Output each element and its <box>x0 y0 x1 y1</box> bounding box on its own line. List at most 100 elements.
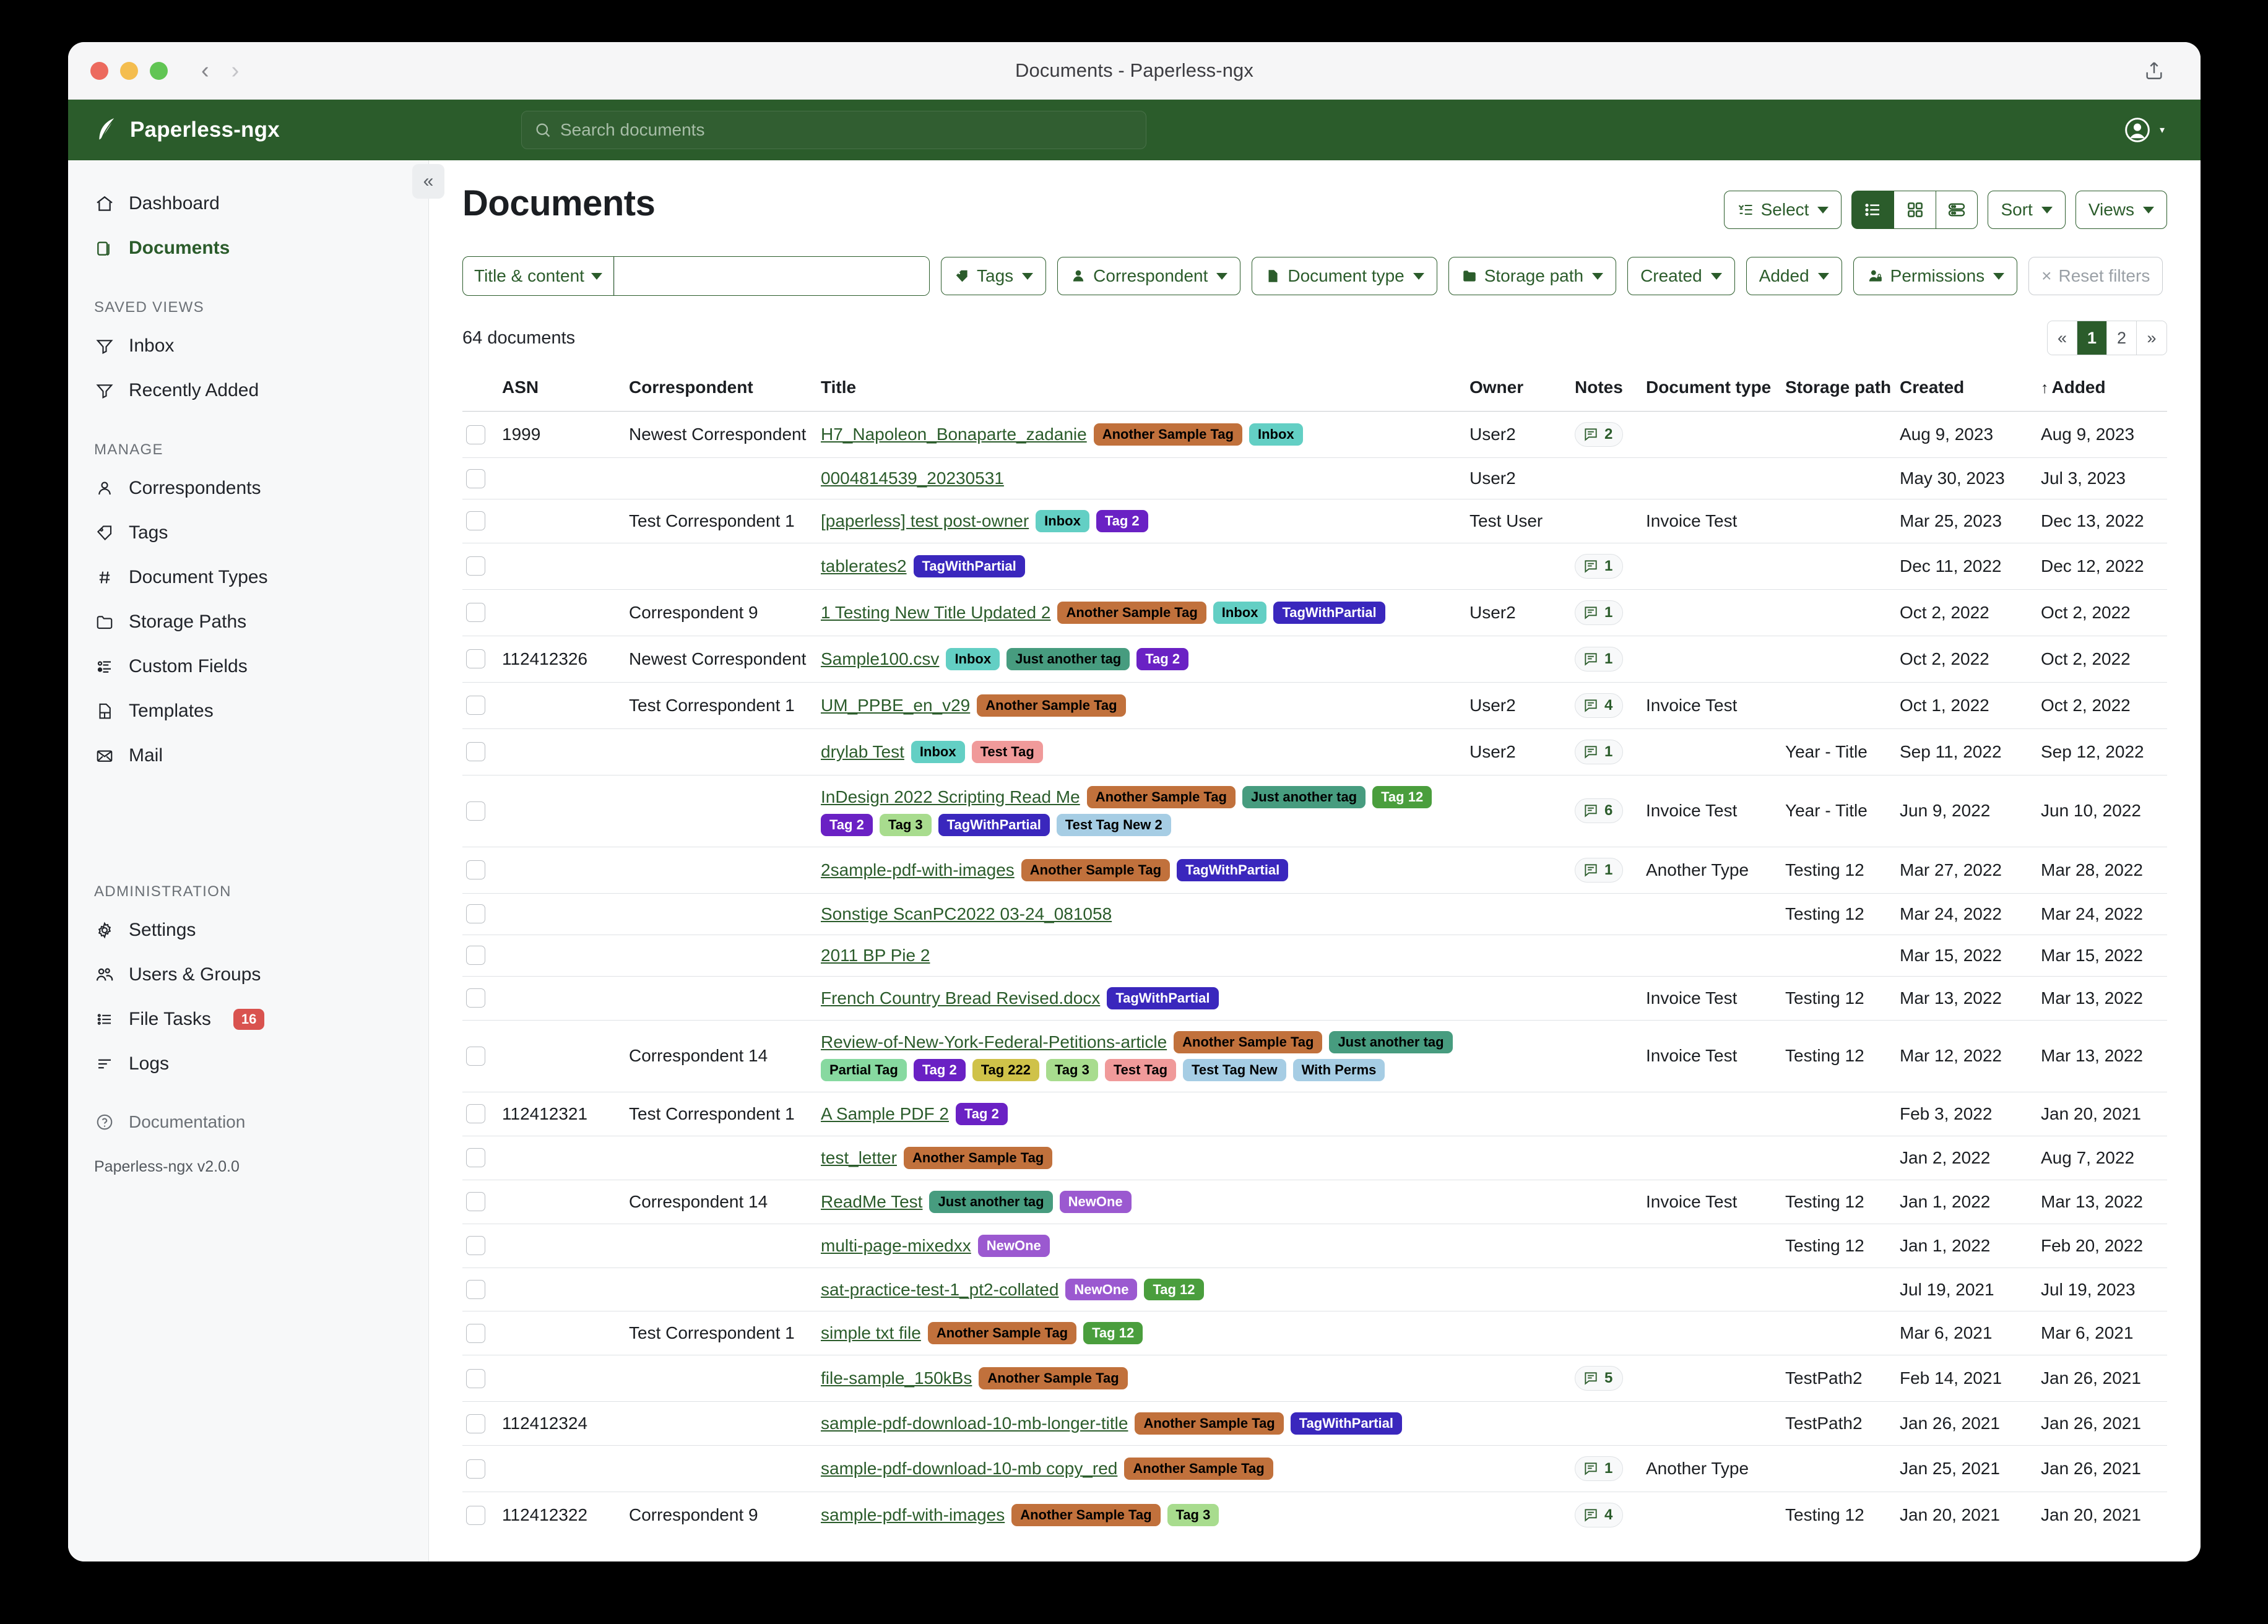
row-checkbox[interactable] <box>462 458 498 499</box>
document-title-link[interactable]: tablerates2 <box>821 556 907 576</box>
row-checkbox[interactable] <box>462 589 498 636</box>
sidebar-item-settings[interactable]: Settings <box>68 908 428 952</box>
document-tag[interactable]: Just another tag <box>1006 647 1130 670</box>
document-title-link[interactable]: Sample100.csv <box>821 649 940 668</box>
document-tag[interactable]: Just another tag <box>1329 1030 1453 1053</box>
document-title-link[interactable]: sample-pdf-download-10-mb copy_red <box>821 1459 1118 1479</box>
sidebar-item-storage-paths[interactable]: Storage Paths <box>68 600 428 644</box>
sidebar-item-inbox[interactable]: Inbox <box>68 324 428 368</box>
document-title-link[interactable]: UM_PPBE_en_v29 <box>821 695 971 715</box>
checkbox-icon[interactable] <box>466 1323 485 1343</box>
app-brand[interactable]: Paperless-ngx <box>95 116 417 144</box>
document-tag[interactable]: Just another tag <box>1242 785 1366 808</box>
global-search-input[interactable]: Search documents <box>521 111 1146 149</box>
document-tag[interactable]: Another Sample Tag <box>1057 601 1206 624</box>
sidebar-item-templates[interactable]: Templates <box>68 689 428 733</box>
table-row[interactable]: French Country Bread Revised.docx TagWith… <box>462 976 2167 1020</box>
document-tag[interactable]: TagWithPartial <box>1290 1412 1402 1435</box>
notes-badge[interactable]: 4 <box>1575 1503 1624 1528</box>
document-tag[interactable]: Tag 2 <box>821 813 873 836</box>
notes-badge[interactable]: 1 <box>1575 646 1624 672</box>
document-tag[interactable]: Partial Tag <box>821 1058 907 1081</box>
checkbox-icon[interactable] <box>466 1505 485 1525</box>
row-checkbox[interactable] <box>462 1224 498 1268</box>
table-row[interactable]: InDesign 2022 Scripting Read Me Another S… <box>462 775 2167 847</box>
table-row[interactable]: multi-page-mixedxx NewOne Testing 12 Jan 1,… <box>462 1224 2167 1268</box>
document-title-link[interactable]: InDesign 2022 Scripting Read Me <box>821 787 1080 806</box>
chevron-down-icon[interactable]: ▾ <box>2159 125 2165 136</box>
checkbox-icon[interactable] <box>466 742 485 762</box>
header-asn[interactable]: ASN <box>502 378 539 397</box>
sidebar-item-tags[interactable]: Tags <box>68 511 428 555</box>
sidebar-item-dashboard[interactable]: Dashboard <box>68 181 428 226</box>
row-checkbox[interactable] <box>462 976 498 1020</box>
document-title-link[interactable]: Review-of-New-York-Federal-Petitions-art… <box>821 1032 1167 1052</box>
table-row[interactable]: sample-pdf-download-10-mb copy_red Anothe… <box>462 1445 2167 1492</box>
document-title-link[interactable]: 2011 BP Pie 2 <box>821 945 930 965</box>
document-tag[interactable]: Just another tag <box>929 1190 1053 1213</box>
traffic-lights[interactable] <box>90 61 168 80</box>
notes-badge[interactable]: 1 <box>1575 553 1624 579</box>
document-title-link[interactable]: ReadMe Test <box>821 1191 923 1211</box>
document-tag[interactable]: Inbox <box>911 740 965 763</box>
document-tag[interactable]: Tag 12 <box>1083 1322 1143 1345</box>
table-row[interactable]: Correspondent 14 ReadMe Test Just another … <box>462 1180 2167 1224</box>
table-row[interactable]: Correspondent 9 1 Testing New Title Updat… <box>462 589 2167 636</box>
minimize-window-icon[interactable] <box>120 61 138 80</box>
document-title-link[interactable]: sample-pdf-download-10-mb-longer-title <box>821 1414 1128 1433</box>
document-tag[interactable]: Another Sample Tag <box>1086 785 1236 808</box>
header-added[interactable]: ↑ Added <box>2041 378 2106 397</box>
back-icon[interactable]: ‹ <box>201 58 209 84</box>
sort-button[interactable]: Sort <box>1988 191 2066 229</box>
row-checkbox[interactable] <box>462 1492 498 1539</box>
row-checkbox[interactable] <box>462 1446 498 1492</box>
checkbox-icon[interactable] <box>466 649 485 669</box>
checkbox-icon[interactable] <box>466 860 485 880</box>
document-tag[interactable]: Inbox <box>1036 510 1089 532</box>
views-button[interactable]: Views <box>2075 191 2167 229</box>
document-tag[interactable]: With Perms <box>1292 1058 1385 1081</box>
checkbox-icon[interactable] <box>466 469 485 488</box>
row-checkbox[interactable] <box>462 728 498 775</box>
pagination-next[interactable]: » <box>2137 321 2166 355</box>
table-row[interactable]: 0004814539_20230531 User2 May 30, 2023 Jul … <box>462 457 2167 499</box>
document-title-link[interactable]: H7_Napoleon_Bonaparte_zadanie <box>821 424 1087 444</box>
document-tag[interactable]: TagWithPartial <box>1177 858 1289 881</box>
pagination[interactable]: « 1 2 » <box>2047 321 2167 355</box>
notes-badge[interactable]: 1 <box>1575 739 1624 764</box>
permissions-filter-button[interactable]: Permissions <box>1853 257 2018 295</box>
document-title-link[interactable]: A Sample PDF 2 <box>821 1104 949 1123</box>
header-created[interactable]: Created <box>1900 378 1965 397</box>
grid-view-icon[interactable] <box>1894 191 1936 229</box>
table-row[interactable]: 1999 Newest Correspondent H7_Napoleon_Bona… <box>462 411 2167 458</box>
document-title-link[interactable]: simple txt file <box>821 1323 921 1343</box>
checkbox-icon[interactable] <box>466 696 485 715</box>
document-tag[interactable]: Tag 12 <box>1372 785 1432 808</box>
document-tag[interactable]: Test Tag New <box>1183 1058 1286 1081</box>
table-row[interactable]: 112412321 Test Correspondent 1 A Sample PD… <box>462 1092 2167 1136</box>
document-title-link[interactable]: 1 Testing New Title Updated 2 <box>821 602 1051 622</box>
notes-badge[interactable]: 5 <box>1575 1366 1624 1391</box>
row-checkbox[interactable] <box>462 893 498 935</box>
document-tag[interactable]: TagWithPartial <box>1107 987 1219 1009</box>
checkbox-icon[interactable] <box>466 1414 485 1433</box>
browser-nav[interactable]: ‹ › <box>201 59 239 82</box>
document-tag[interactable]: Tag 2 <box>1096 510 1148 532</box>
row-checkbox[interactable] <box>462 499 498 543</box>
reset-filters-button[interactable]: × Reset filters <box>2028 257 2163 295</box>
detail-view-icon[interactable] <box>1936 191 1978 229</box>
document-title-link[interactable]: 2sample-pdf-with-images <box>821 860 1015 879</box>
document-tag[interactable]: Another Sample Tag <box>1124 1458 1273 1480</box>
correspondent-filter-button[interactable]: Correspondent <box>1057 257 1241 295</box>
created-filter-button[interactable]: Created <box>1627 257 1735 295</box>
checkbox-icon[interactable] <box>466 1236 485 1256</box>
table-row[interactable]: Correspondent 14 Review-of-New-York-Feder… <box>462 1020 2167 1092</box>
checkbox-icon[interactable] <box>466 801 485 821</box>
header-owner[interactable]: Owner <box>1469 378 1524 397</box>
table-row[interactable]: Test Correspondent 1 simple txt file Anoth… <box>462 1311 2167 1355</box>
checkbox-icon[interactable] <box>466 556 485 576</box>
list-view-icon[interactable] <box>1851 191 1894 229</box>
document-tag[interactable]: Tag 3 <box>1046 1058 1098 1081</box>
row-checkbox[interactable] <box>462 847 498 893</box>
notes-badge[interactable]: 6 <box>1575 798 1624 824</box>
